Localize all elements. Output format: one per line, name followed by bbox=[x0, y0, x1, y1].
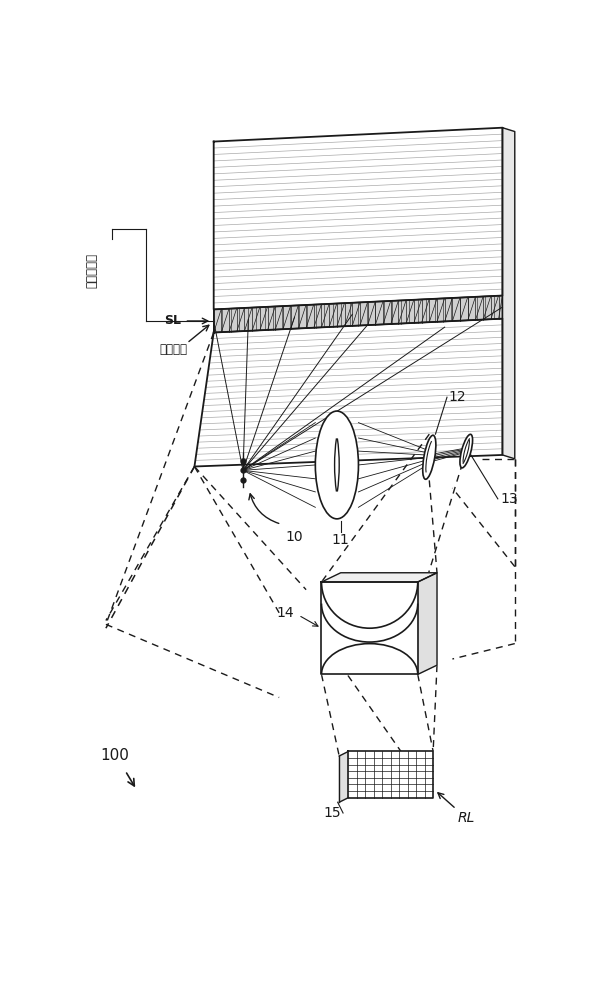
Text: 竖直扫描线: 竖直扫描线 bbox=[85, 253, 98, 288]
Ellipse shape bbox=[315, 411, 359, 519]
Text: SL: SL bbox=[164, 314, 181, 327]
Text: 10: 10 bbox=[285, 530, 303, 544]
Text: 100: 100 bbox=[101, 748, 130, 763]
Polygon shape bbox=[322, 573, 437, 582]
Polygon shape bbox=[322, 582, 418, 674]
Polygon shape bbox=[418, 573, 437, 674]
Polygon shape bbox=[194, 319, 502, 466]
Text: 11: 11 bbox=[332, 533, 350, 547]
Polygon shape bbox=[339, 751, 349, 802]
Polygon shape bbox=[502, 128, 515, 459]
Ellipse shape bbox=[423, 435, 436, 479]
Polygon shape bbox=[214, 128, 502, 309]
Text: 水平扫描: 水平扫描 bbox=[160, 343, 188, 356]
Text: 14: 14 bbox=[277, 606, 294, 620]
Text: 13: 13 bbox=[500, 492, 518, 506]
Polygon shape bbox=[349, 751, 433, 798]
Text: RL: RL bbox=[458, 811, 475, 825]
Text: 15: 15 bbox=[323, 806, 341, 820]
Polygon shape bbox=[214, 296, 502, 333]
Ellipse shape bbox=[460, 434, 472, 468]
Text: 12: 12 bbox=[449, 390, 466, 404]
